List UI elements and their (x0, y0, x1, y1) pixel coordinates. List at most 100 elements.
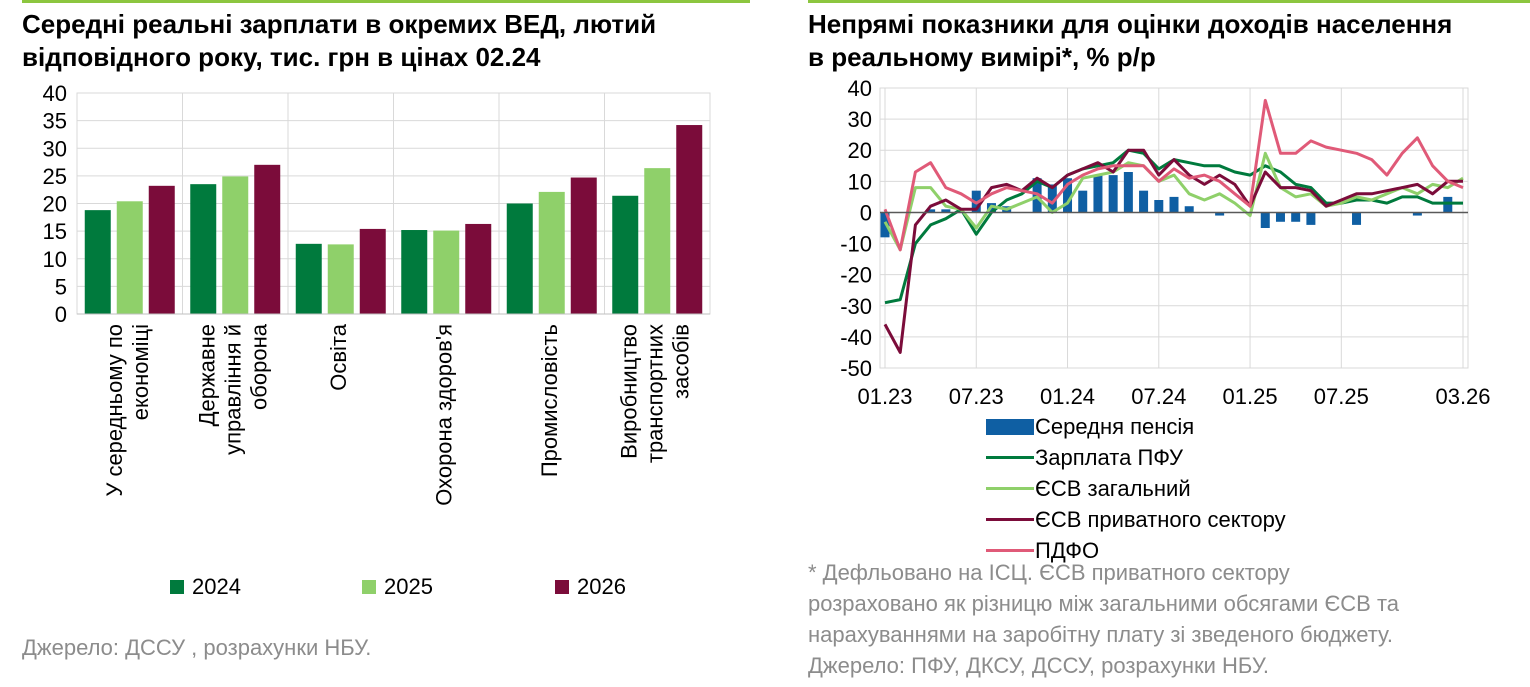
legend-esv-total-label: ЄСВ загальний (1035, 475, 1191, 501)
pension-bar (1108, 175, 1118, 213)
category-label: управління й (220, 324, 245, 455)
pension-bar (1169, 196, 1179, 213)
pension-bar (1443, 196, 1453, 213)
left-title-line-1: Середні реальні зарплати в окремих ВЕД, … (22, 9, 657, 39)
category-label: У середньому по (102, 324, 127, 497)
pension-bar (1306, 212, 1316, 225)
left-y-tick-label: 10 (43, 247, 67, 272)
left-y-tick-label: 20 (43, 192, 67, 217)
category-label: засобів (668, 324, 693, 399)
pension-bar (1063, 178, 1073, 213)
legend-wage-pfu-label: Зарплата ПФУ (1035, 444, 1183, 470)
right-x-tick-label: 03.26 (1435, 384, 1490, 409)
pension-bar (1047, 184, 1057, 213)
footnote-line-1: * Дефльовано на ІСЦ. ЄСВ приватного сект… (808, 560, 1290, 585)
right-x-tick-label: 01.25 (1223, 384, 1278, 409)
right-legend: Середня пенсія Зарплата ПФУ ЄСВ загальни… (985, 411, 1286, 566)
right-y-tick-label: -20 (840, 263, 872, 288)
legend-pension: Середня пенсія (985, 411, 1286, 442)
pension-bar (1412, 212, 1422, 216)
category-label: Освіта (326, 323, 351, 391)
pension-bar (926, 209, 936, 213)
footnote-line-3: нарахуваннями на заробітну плату зі звед… (808, 622, 1393, 647)
left-y-tick-label: 15 (43, 219, 67, 244)
bar-2025 (222, 176, 249, 314)
category-label: Охорона здоров'я (431, 324, 456, 506)
bar-2024 (612, 195, 639, 314)
legend-pdfo-line (986, 549, 1034, 552)
pension-bar (1078, 190, 1088, 213)
legend-wage-pfu: Зарплата ПФУ (985, 442, 1286, 473)
legend-2026-swatch (555, 580, 569, 594)
left-y-tick-label: 35 (43, 109, 67, 134)
right-plot-frame (879, 87, 1469, 369)
right-title-line-2: в реальному вимірі*, % р/р (808, 42, 1156, 72)
pension-bar (1139, 190, 1149, 213)
bar-2026 (359, 228, 386, 314)
left-title-line-2: відповідного року, тис. грн в цінах 02.2… (22, 42, 541, 72)
legend-pdfo-label: ПДФО (1035, 537, 1100, 563)
bar-2024 (84, 210, 111, 314)
left-y-tick-label: 25 (43, 164, 67, 189)
category-label: транспортних (642, 324, 667, 463)
pension-bar (1154, 200, 1164, 213)
right-y-tick-label: -50 (840, 356, 872, 381)
right-x-tick-label: 07.25 (1314, 384, 1369, 409)
bar-2025 (538, 191, 565, 314)
left-source-note: Джерело: ДССУ , розрахунки НБУ. (22, 635, 372, 660)
right-y-tick-label: 0 (860, 200, 872, 225)
legend-pension-swatch (986, 418, 1034, 435)
legend-2025: 2025 (362, 574, 433, 600)
right-x-tick-label: 01.24 (1040, 384, 1095, 409)
legend-2026: 2026 (555, 574, 626, 600)
right-footnote: * Дефльовано на ІСЦ. ЄСВ приватного сект… (808, 557, 1399, 681)
bar-2025 (116, 201, 143, 314)
right-x-tick-label: 07.23 (949, 384, 1004, 409)
legend-esv-private-line (986, 518, 1034, 521)
pension-bar (1352, 212, 1362, 225)
category-label: оборона (246, 323, 271, 410)
footnote-line-4: Джерело: ПФУ, ДКСУ, ДССУ, розрахунки НБУ… (808, 653, 1270, 678)
left-y-tick-label: 0 (55, 302, 67, 327)
bar-2025 (433, 230, 460, 314)
line-series-3 (883, 148, 1463, 354)
legend-esv-private: ЄСВ приватного сектору (985, 504, 1286, 535)
pension-bar (1184, 206, 1194, 213)
legend-pdfo: ПДФО (985, 535, 1286, 566)
right-y-tick-label: -40 (840, 325, 872, 350)
bar-2026 (676, 125, 703, 314)
left-y-tick-label: 5 (55, 274, 67, 299)
bar-2024 (295, 243, 322, 314)
pension-bar (941, 209, 951, 213)
category-label: економіці (128, 324, 153, 420)
bar-2026 (570, 177, 597, 314)
right-top-rule (808, 0, 1530, 3)
line-series-1 (884, 148, 1463, 305)
bar-2025 (644, 168, 671, 314)
right-x-tick-label: 07.24 (1131, 384, 1186, 409)
right-y-tick-label: 10 (848, 169, 872, 194)
legend-esv-private-label: ЄСВ приватного сектору (1035, 506, 1286, 532)
left-chart-title: Середні реальні зарплати в окремих ВЕД, … (22, 8, 656, 74)
category-label: Виробництво (616, 324, 641, 459)
right-y-tick-label: 30 (848, 107, 872, 132)
line-series-2 (883, 151, 1464, 252)
right-y-tick-label: -10 (840, 232, 872, 257)
left-y-tick-label: 30 (43, 136, 67, 161)
pension-bar (1291, 212, 1301, 222)
right-title-line-1: Непрямі показники для оцінки доходів нас… (808, 9, 1453, 39)
legend-wage-pfu-line (986, 456, 1034, 459)
right-y-tick-label: 20 (848, 138, 872, 163)
pension-bar (1093, 175, 1103, 213)
legend-esv-total-line (986, 487, 1034, 490)
bar-2026 (254, 164, 281, 314)
category-label: Державне (194, 324, 219, 426)
bar-2024 (190, 184, 217, 314)
legend-esv-total: ЄСВ загальний (985, 473, 1286, 504)
bar-2026 (465, 223, 492, 314)
right-chart-title: Непрямі показники для оцінки доходів нас… (808, 8, 1452, 74)
legend-2026-label: 2026 (577, 574, 626, 599)
left-y-tick-label: 40 (43, 81, 67, 106)
legend-2024-swatch (170, 580, 184, 594)
